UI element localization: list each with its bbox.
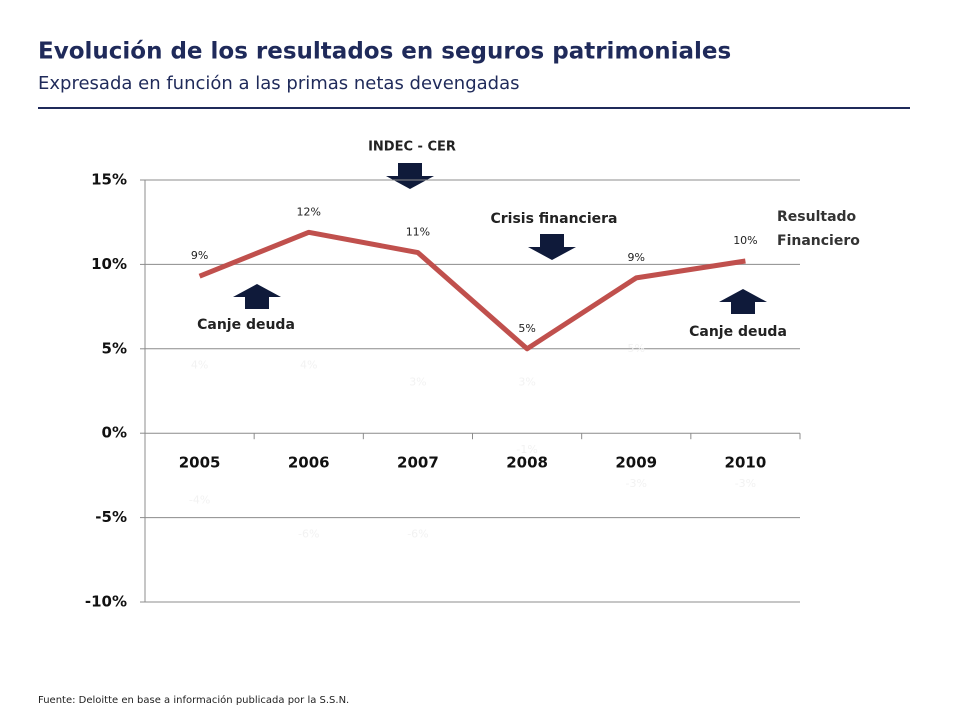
annotation: Canje deuda	[689, 324, 787, 340]
series-line	[198, 229, 746, 352]
data-label: 5%	[628, 342, 645, 355]
arrow-down	[386, 163, 434, 189]
data-label: 3%	[518, 376, 535, 389]
x-tick-label: 2009	[615, 454, 657, 472]
data-label: 4%	[300, 359, 317, 372]
annotation: Crisis financiera	[490, 211, 617, 227]
data-label: -3%	[626, 477, 647, 490]
legend-entry: Resultado Financiero	[777, 209, 860, 249]
data-label: 4%	[191, 359, 208, 372]
y-tick-label: 15%	[91, 171, 127, 189]
data-label: 11%	[406, 226, 430, 239]
data-label: 9%	[628, 251, 645, 264]
data-label: -3%	[735, 477, 756, 490]
y-tick-label: 5%	[102, 339, 127, 357]
data-label: 5%	[518, 322, 535, 335]
y-tick-label: 10%	[91, 255, 127, 273]
arrow-up	[233, 284, 281, 309]
title: Evolución de los resultados en seguros p…	[38, 39, 731, 65]
y-tick-label: -5%	[95, 508, 127, 526]
data-label: 9%	[191, 249, 208, 262]
annotation: INDEC - CER	[368, 140, 456, 155]
data-label: -1%	[516, 443, 537, 456]
data-label: -6%	[298, 527, 319, 540]
data-label: 12%	[297, 205, 321, 218]
arrow-down	[528, 234, 576, 260]
x-tick-label: 2008	[506, 454, 548, 472]
data-label: -4%	[189, 494, 210, 507]
data-label: 10%	[733, 234, 757, 247]
source: Fuente: Deloitte en base a información p…	[38, 694, 349, 706]
data-label: -6%	[407, 527, 428, 540]
x-tick-label: 2005	[179, 454, 221, 472]
arrow-up	[719, 289, 767, 314]
y-tick-label: 0%	[102, 424, 127, 442]
x-tick-label: 2010	[725, 454, 767, 472]
subtitle: Expresada en función a las primas netas …	[38, 73, 519, 94]
x-tick-label: 2006	[288, 454, 330, 472]
annotation: Canje deuda	[197, 317, 295, 333]
data-label: 3%	[409, 376, 426, 389]
x-tick-label: 2007	[397, 454, 439, 472]
y-tick-label: -10%	[85, 593, 127, 611]
